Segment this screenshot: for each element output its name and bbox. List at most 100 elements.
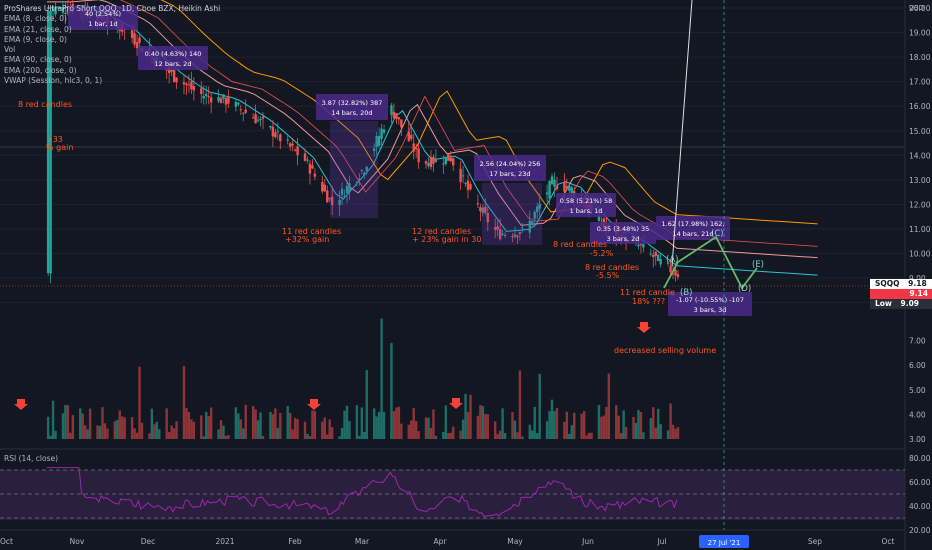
volume-bar [234, 407, 238, 439]
candle-body [321, 182, 324, 192]
volume-bar [654, 427, 657, 439]
volume-bar [607, 373, 611, 439]
candle-body [676, 274, 680, 277]
candle-body [637, 244, 640, 247]
candle-body [568, 185, 571, 191]
symbol-title[interactable]: ProShares UltraPro Short QQQ, 1D, Cboe B… [4, 4, 221, 13]
volume-bar [182, 365, 186, 439]
candle-body [452, 158, 455, 166]
rsi-legend[interactable]: RSI (14, close) [4, 454, 59, 463]
time-tick-label: Feb [288, 537, 302, 546]
volume-bar [461, 419, 465, 439]
volume-bar [202, 436, 205, 439]
volume-bar [288, 412, 292, 439]
volume-bar-peak [365, 370, 368, 439]
candle-body [654, 251, 657, 256]
volume-bar [484, 414, 487, 439]
legend-vol[interactable]: Vol [4, 45, 16, 55]
time-axis[interactable]: Oct Nov Dec 2021 Feb Mar Apr May Jun Jul Sep Oct 27 … [0, 535, 895, 548]
candle-body [217, 96, 220, 102]
candle-body [340, 188, 344, 195]
legend-ema8[interactable]: EMA (8, close, 0) [4, 14, 67, 24]
candle-body [498, 229, 502, 240]
time-tick-label: Apr [434, 537, 448, 546]
annotation-text: 8 red candles [18, 100, 72, 109]
candle-body [219, 98, 223, 104]
candle-body [412, 143, 415, 152]
candle-body [61, 7, 65, 13]
annotation-text: 11 red candles [282, 227, 341, 236]
volume-bar [256, 420, 260, 439]
volume-bar [459, 430, 462, 439]
volume-bar [135, 432, 139, 439]
annotation-text: -5.5% [596, 271, 620, 280]
candle-body [293, 149, 297, 151]
volume-bar [274, 408, 277, 439]
volume-bar [511, 411, 514, 439]
measure-3-line2: 17 bars, 23d [489, 170, 530, 178]
volume-bar [400, 423, 403, 439]
annotation-text: 8 red candles [553, 240, 607, 249]
volume-bar [83, 425, 87, 439]
candle-body [545, 192, 549, 195]
volume-bar [649, 418, 653, 439]
volume-bar [227, 435, 230, 439]
price-axis[interactable]: 8.009.0010.0011.0012.0013.0014.0015.0016… [909, 4, 931, 535]
close-price-badge: 9.14 [870, 289, 932, 299]
volume-bar [155, 421, 159, 439]
candle-body [469, 184, 472, 190]
candle-body [513, 234, 517, 237]
volume-bar [639, 411, 643, 439]
candle-body [205, 93, 208, 96]
candle-body [276, 131, 280, 133]
volume-bar [442, 431, 445, 439]
candle-body [222, 94, 225, 100]
candle-body [234, 101, 238, 107]
legend-ema9[interactable]: EMA (9, close, 0) [4, 34, 67, 44]
ema90-line [160, 0, 818, 225]
volume-bar [237, 413, 240, 439]
candle-body [237, 102, 240, 105]
candle-body [182, 82, 186, 85]
legend-ema90[interactable]: EMA (90, close, 0) [4, 55, 72, 65]
annotation-text: 11 red candle [620, 288, 675, 297]
volume-bar [296, 419, 299, 439]
volume-bar [81, 413, 84, 439]
price-tick-label: 20.00 [909, 4, 931, 13]
measure-0-line1: 40 (2.54%) [85, 10, 121, 18]
legend-ema200[interactable]: EMA (200, close, 0) [4, 65, 77, 75]
candle-body [449, 157, 452, 162]
rsi-tick-label: 40.00 [909, 502, 931, 511]
volume-bar [49, 435, 52, 439]
volume-bar [61, 413, 65, 439]
volume-bar [469, 394, 472, 439]
volume-bar [642, 432, 645, 439]
volume-bar [659, 424, 662, 439]
volume-bar [516, 432, 519, 439]
candle-body [570, 187, 573, 194]
symbol-badge-value: 9.18 [908, 279, 927, 288]
candle-body [274, 132, 277, 137]
candle-body [642, 244, 645, 248]
volume-bar [254, 409, 257, 439]
candle-body [671, 273, 675, 275]
candle-body [269, 126, 272, 128]
candle-body [639, 244, 643, 246]
candle-body [597, 215, 601, 221]
time-tick-label: Oct [0, 537, 13, 546]
candle-body [466, 180, 470, 191]
volume-bar [269, 411, 272, 439]
volume-bar [555, 408, 559, 439]
candle-body [565, 186, 569, 189]
candle-body [429, 156, 433, 168]
candle-body [496, 226, 499, 230]
candle-body [555, 185, 559, 190]
candle-body [432, 156, 435, 164]
close-badge-value: 9.14 [909, 289, 928, 298]
legend-ema21[interactable]: EMA (21, close, 0) [4, 24, 72, 34]
measure-7-line1: -1.07 (-10.55%) -107 [676, 296, 744, 304]
volume-bar [138, 366, 141, 439]
candle-body [533, 211, 536, 219]
legend-vwap[interactable]: VWAP (Session, hlc3, 0, 1) [4, 76, 103, 86]
